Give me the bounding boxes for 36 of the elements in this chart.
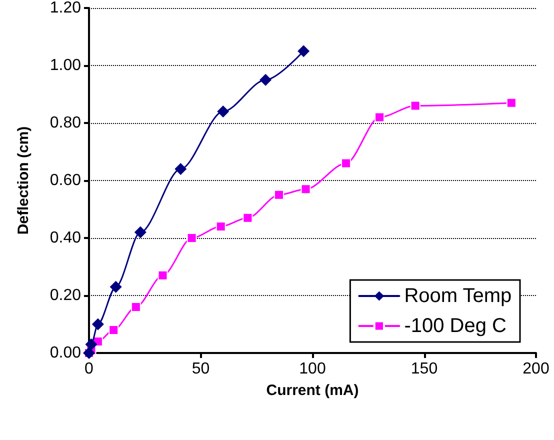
point: [110, 280, 122, 293]
point: [174, 163, 187, 175]
x-tick-label: 50: [192, 360, 210, 378]
point: [341, 158, 352, 168]
point: [85, 338, 98, 350]
legend-label: -100 Deg C: [404, 315, 506, 337]
x-tick-label: 0: [84, 360, 94, 378]
point: [130, 302, 141, 312]
point: [158, 270, 168, 280]
point: [298, 45, 310, 58]
point: [506, 98, 516, 108]
point: [216, 222, 226, 232]
point: [108, 325, 119, 335]
x-tick-label: 100: [299, 360, 326, 378]
y-tick-label: 0.00: [50, 344, 82, 362]
point: [186, 233, 197, 243]
point: [217, 106, 230, 118]
y-tick-label: 0.20: [50, 287, 82, 304]
point: [300, 184, 311, 194]
point: [242, 212, 253, 223]
point: [260, 74, 272, 86]
x-tick-label: 200: [522, 360, 550, 378]
x-tick-label: 150: [410, 360, 438, 378]
y-axis-title: Deflection (cm): [15, 126, 32, 235]
y-tick-label: 0.80: [50, 114, 82, 132]
point: [410, 100, 420, 111]
y-tick-label: 1.00: [50, 57, 82, 74]
point: [374, 112, 385, 122]
x-axis-title: Current (mA): [266, 382, 359, 399]
point: [274, 190, 284, 200]
y-tick-label: 1.20: [50, 0, 82, 16]
y-tick-label: 0.60: [50, 172, 82, 189]
point: [92, 318, 104, 330]
legend-label: Room Temp: [404, 285, 512, 307]
point: [134, 226, 146, 238]
y-tick-label: 0.40: [50, 230, 82, 246]
